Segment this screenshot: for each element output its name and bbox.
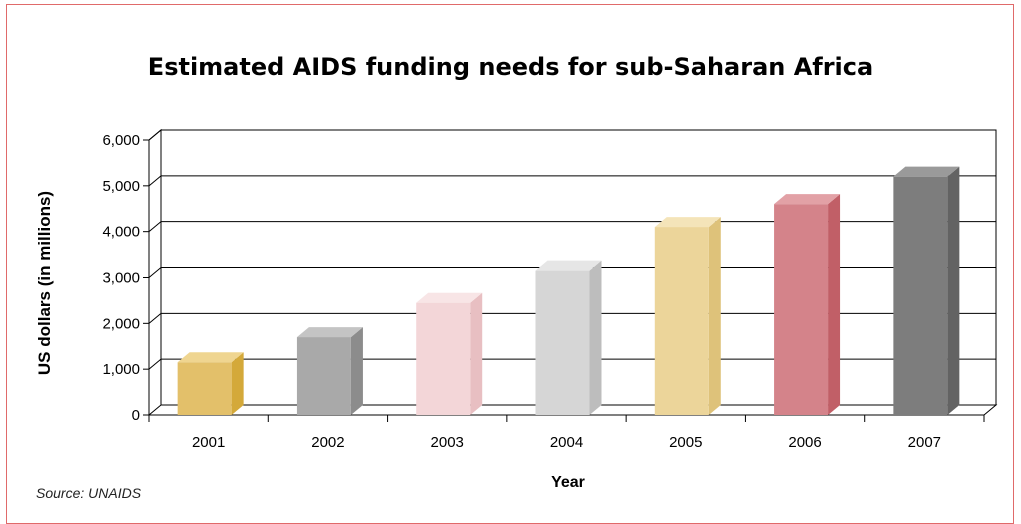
x-tick-label: 2002 [311, 434, 344, 451]
bar-2002 [296, 337, 351, 415]
bar-side [708, 217, 721, 415]
x-tick-label: 2003 [431, 434, 464, 451]
gridline-diagonal [148, 129, 162, 141]
y-tick-label: 4,000 [102, 224, 140, 241]
bar-2003 [416, 302, 471, 415]
bar-side [947, 166, 960, 415]
gridline-diagonal [148, 312, 162, 324]
bar-top [893, 166, 960, 177]
bar-2001 [177, 362, 232, 415]
bar-side [589, 260, 602, 415]
bar-top [296, 327, 363, 338]
bar-2004 [535, 270, 590, 415]
gridline-diagonal [148, 175, 162, 187]
x-tick-label: 2004 [550, 434, 583, 451]
source-note: Source: UNAIDS [36, 485, 142, 501]
bar-2006 [774, 204, 829, 415]
bar-side [350, 327, 363, 415]
y-tick-label: 0 [132, 407, 140, 424]
bar-side [231, 352, 244, 415]
bar-side [828, 194, 841, 415]
bar-2007 [893, 176, 948, 415]
chart-title: Estimated AIDS funding needs for sub-Sah… [147, 53, 874, 81]
bar-top [654, 217, 721, 228]
y-tick-label: 1,000 [102, 361, 140, 378]
x-tick-label: 2001 [192, 434, 225, 451]
y-tick-label: 5,000 [102, 178, 140, 195]
y-tick-label: 6,000 [102, 132, 140, 149]
bar-side [470, 292, 483, 415]
y-tick-label: 2,000 [102, 315, 140, 332]
x-axis-label: Year [551, 474, 585, 491]
bar-top [177, 352, 244, 363]
bar-2005 [654, 227, 709, 415]
y-tick-label: 3,000 [102, 270, 140, 287]
gridline-diagonal [148, 267, 162, 278]
x-tick-label: 2007 [908, 434, 941, 451]
gridline-diagonal [148, 358, 162, 370]
x-tick-label: 2005 [669, 434, 702, 451]
bar-top [535, 260, 602, 271]
gridline-diagonal [148, 221, 162, 233]
bar-top [416, 292, 483, 303]
bar-top [774, 194, 841, 205]
bar-chart: 0 1,000 2,000 3,000 4,000 5,000 6,000 2001 2002 2… [102, 128, 998, 451]
x-tick-label: 2006 [788, 434, 821, 451]
